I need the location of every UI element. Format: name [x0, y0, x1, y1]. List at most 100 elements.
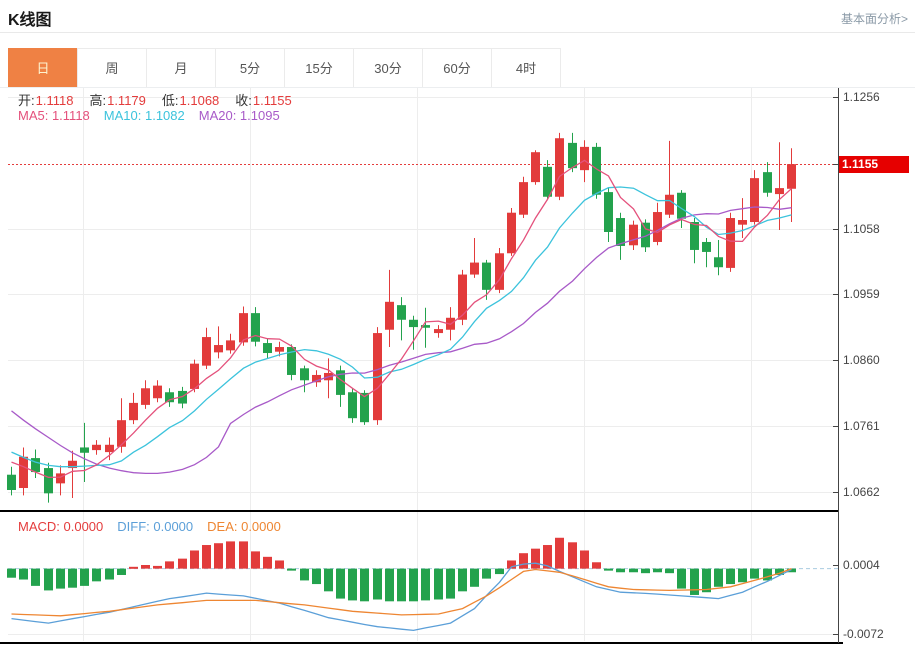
macd-bar: [263, 556, 272, 569]
tab-30min[interactable]: 30分: [353, 48, 423, 88]
macd-bar: [690, 568, 699, 595]
ohlc-label: 收:: [235, 93, 252, 108]
ma20-line: [11, 206, 792, 475]
macd-bar: [738, 568, 747, 583]
macd-bar: [239, 541, 248, 569]
header-divider: [0, 32, 915, 33]
candle: [263, 339, 272, 359]
y-axis-labels: 1.1256 1.1058 1.0959 1.0860 1.0761 1.0662 0.00…: [833, 90, 884, 641]
macd-bar: [141, 565, 150, 569]
candle: [690, 218, 699, 264]
macd-bar: [336, 568, 345, 599]
candle: [629, 220, 638, 250]
tab-day[interactable]: 日: [8, 48, 78, 88]
candle: [616, 212, 625, 260]
candle: [287, 344, 296, 381]
candle: [19, 447, 28, 496]
candle: [141, 380, 150, 409]
macd-bar: [458, 568, 467, 592]
macd-bar: [105, 568, 114, 580]
macd-bar: [531, 548, 540, 569]
bottom-border: [0, 642, 843, 644]
macd-bar: [178, 558, 187, 569]
candle: [56, 465, 65, 496]
macd-bar: [251, 551, 260, 569]
plot-area[interactable]: [8, 88, 838, 641]
macd-bar: [495, 568, 504, 575]
candle: [31, 449, 40, 479]
current-price-badge: 1.1155: [839, 156, 909, 173]
fundamental-analysis-link[interactable]: 基本面分析>: [840, 12, 908, 26]
macd-bar: [360, 568, 369, 602]
ma10-line: [11, 186, 792, 468]
y-axis-label: 1.0761: [843, 419, 880, 433]
macd-bar: [80, 568, 89, 586]
candle: [214, 326, 223, 359]
candle: [68, 450, 77, 498]
candle: [421, 307, 430, 348]
macd-bar: [726, 568, 735, 585]
macd-bar: [470, 568, 479, 587]
candle: [665, 140, 674, 219]
macd-bar: [434, 568, 443, 600]
macd-legend: MACD: 0.0000 DIFF: 0.0000 DEA: 0.0000: [18, 519, 295, 534]
macd-bar: [519, 553, 528, 569]
candle: [409, 315, 418, 350]
y-axis-label: 1.1058: [843, 222, 880, 236]
candle: [568, 132, 577, 173]
candle: [495, 247, 504, 294]
macd-bar: [555, 537, 564, 569]
tab-5min[interactable]: 5分: [215, 48, 285, 88]
candle: [482, 259, 491, 300]
ma-legend: MA5: 1.1118 MA10: 1.1082 MA20: 1.1095: [18, 108, 294, 123]
y-axis-label: 1.0662: [843, 485, 880, 499]
candle: [726, 212, 735, 272]
macd-bar: [714, 568, 723, 587]
macd-bar: [665, 568, 674, 574]
macd-bar: [56, 568, 65, 589]
macd-bar: [68, 568, 77, 588]
candle: [470, 237, 479, 278]
candle: [750, 170, 759, 225]
candle: [397, 297, 406, 341]
macd-bar: [287, 568, 296, 571]
macd-bar: [677, 568, 686, 589]
candle: [604, 187, 613, 242]
ohlc-value: 1.1179: [107, 93, 146, 108]
macd-bar: [653, 568, 662, 573]
tab-week[interactable]: 周: [77, 48, 147, 88]
candle: [7, 466, 16, 496]
macd-bar: [214, 543, 223, 569]
macd-bar: [190, 550, 199, 569]
ohlc-row: 开:1.1118 高:1.1179 低:1.1068 收:1.1155: [18, 90, 308, 109]
candle: [507, 208, 516, 256]
diff-line: [11, 562, 792, 632]
macd-bar: [629, 568, 638, 573]
ohlc-value: 1.1068: [179, 93, 220, 108]
tab-60min[interactable]: 60分: [422, 48, 492, 88]
candle: [385, 269, 394, 348]
macd-bar: [275, 560, 284, 569]
candle: [738, 198, 747, 238]
macd-bar: [44, 568, 53, 591]
macd-bar: [641, 568, 650, 574]
candle: [300, 365, 309, 393]
ohlc-label: 低:: [161, 93, 179, 108]
candle: [178, 386, 187, 409]
candle: [105, 437, 114, 461]
tab-4hour[interactable]: 4时: [491, 48, 561, 88]
candle: [434, 325, 443, 338]
macd-bar: [421, 568, 430, 601]
candle: [202, 327, 211, 369]
macd-bar: [580, 550, 589, 569]
macd-bar: [409, 568, 418, 602]
candle: [519, 176, 528, 219]
candle: [555, 132, 564, 201]
candle: [787, 148, 796, 223]
candle: [592, 142, 601, 199]
y-axis-label: 0.0004: [843, 558, 880, 572]
ma10-legend-item: MA10: 1.1082: [103, 108, 185, 123]
candle: [153, 380, 162, 403]
candle: [275, 341, 284, 357]
